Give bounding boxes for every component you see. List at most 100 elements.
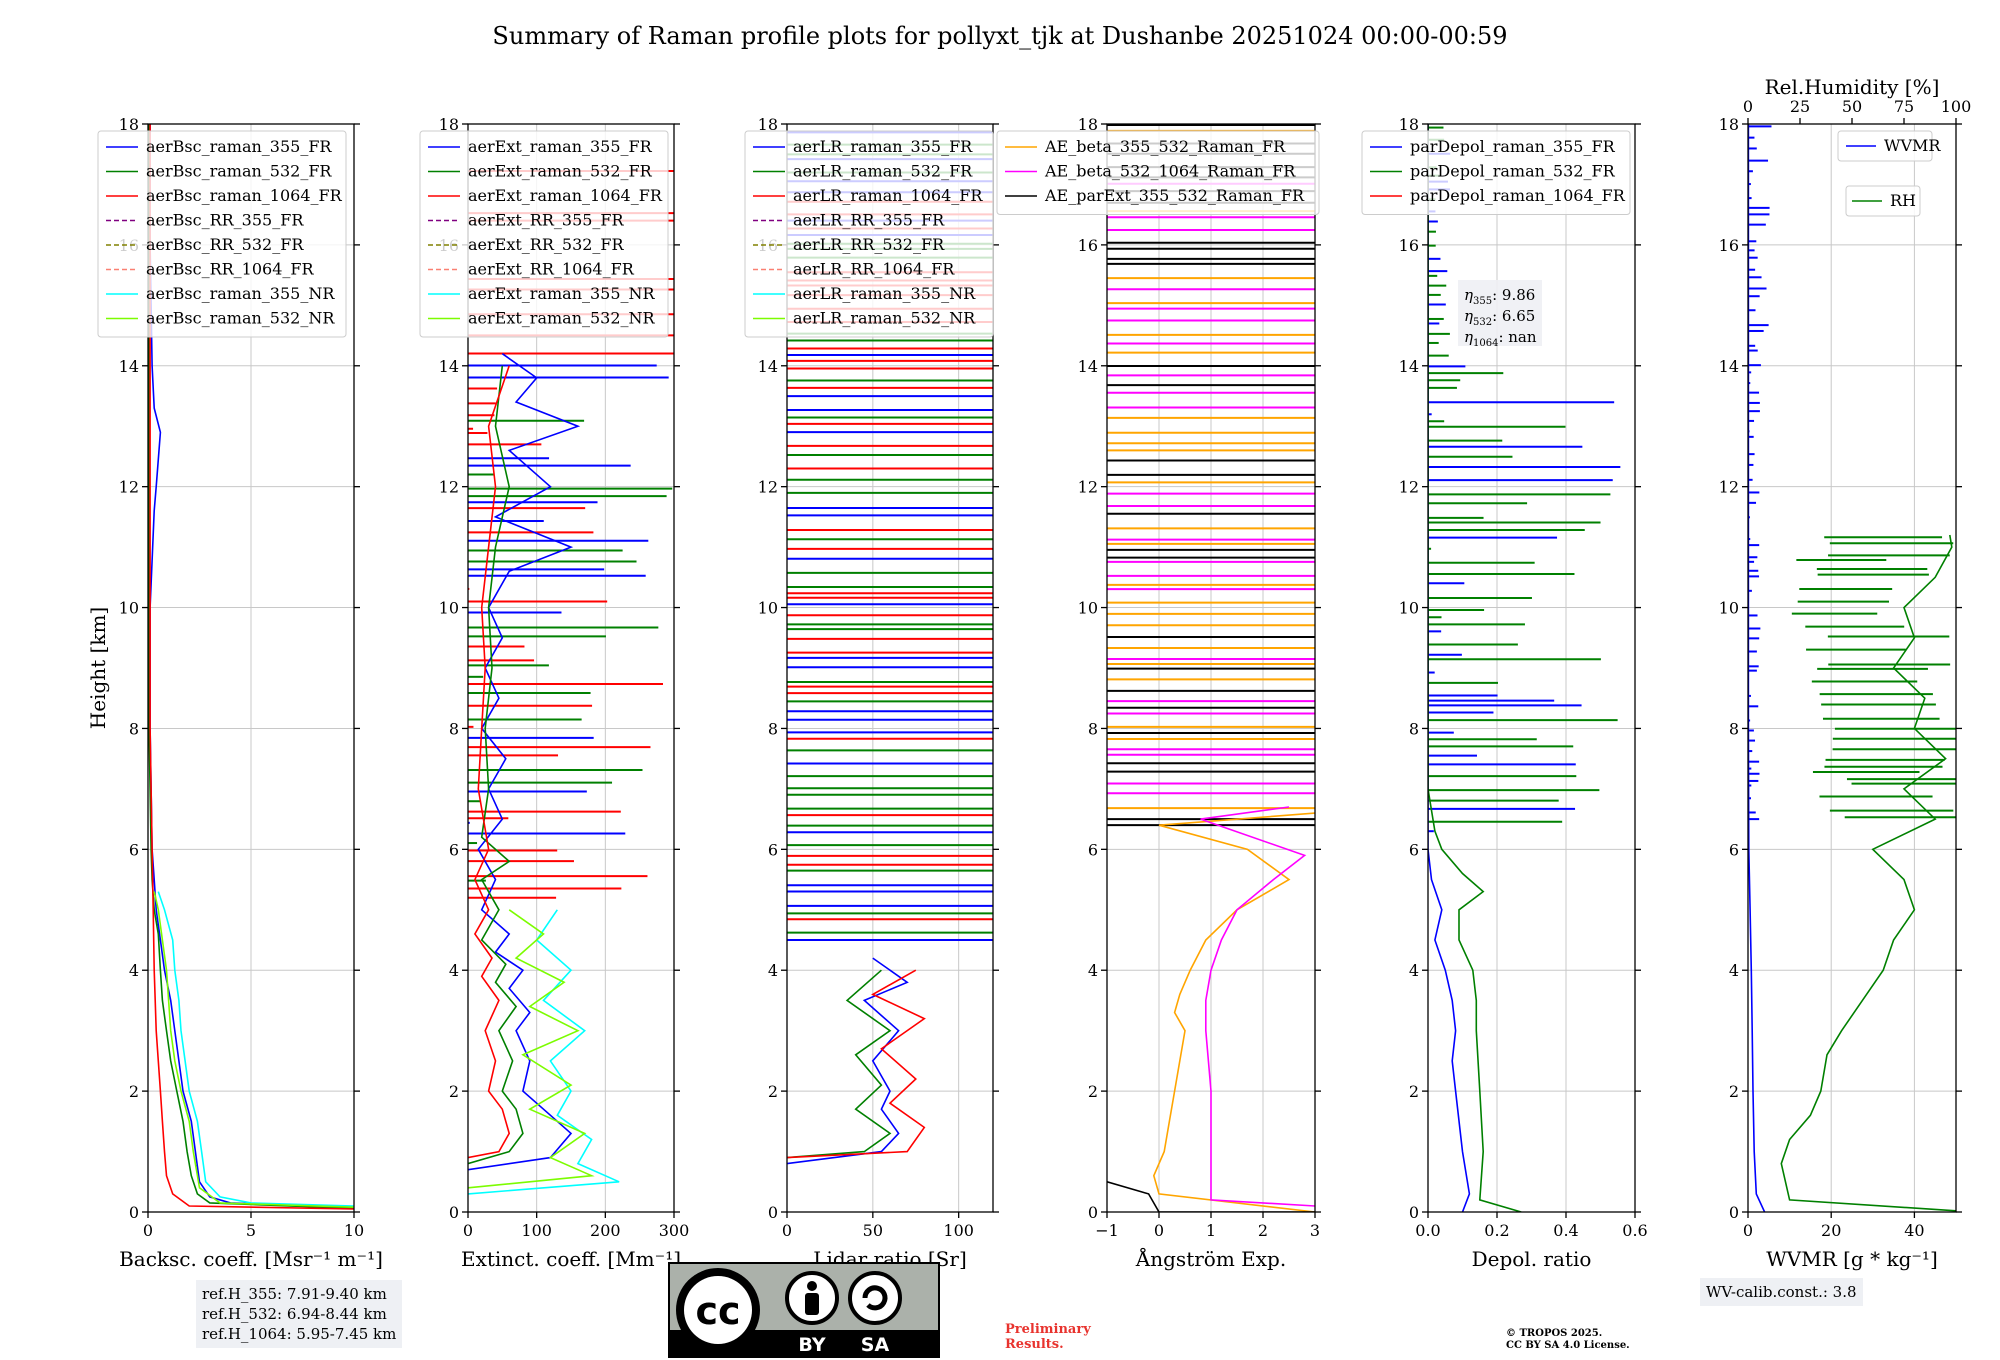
legend-label: aerLR_RR_532_FR: [793, 235, 945, 254]
x-tick-label: 300: [659, 1221, 690, 1240]
legend-label: aerBsc_raman_355_NR: [146, 284, 335, 303]
y-tick-label: 18: [439, 115, 459, 134]
y-tick-label: 0: [1409, 1203, 1419, 1222]
legend-label: aerExt_raman_355_FR: [468, 137, 653, 156]
legend-box: [1837, 130, 1933, 162]
legend-label: WVMR: [1884, 136, 1941, 155]
legend-box: [97, 130, 347, 338]
cc-logo-text: cc: [695, 1289, 740, 1333]
legend-label: aerBsc_RR_532_FR: [146, 235, 304, 254]
legend-ae: AE_beta_355_532_Raman_FR AE_beta_532_1064…: [996, 130, 1320, 215]
legend-label: aerExt_raman_532_NR: [468, 309, 656, 328]
y-tick-label: 4: [768, 961, 778, 980]
y-tick-label: 4: [129, 961, 139, 980]
y-tick-label: 8: [1409, 719, 1419, 738]
eta-label: η532: 6.65: [1464, 307, 1535, 328]
legend-label: aerExt_RR_1064_FR: [468, 260, 635, 279]
top-x-tick-label: 0: [1743, 97, 1753, 116]
panel-bsc: 0246810121416180510Backsc. coeff. [Msr⁻¹…: [86, 115, 383, 1271]
y-tick-label: 2: [449, 1082, 459, 1101]
y-tick-label: 2: [129, 1082, 139, 1101]
y-tick-label: 4: [1409, 961, 1419, 980]
legend-label: RH: [1890, 191, 1916, 210]
series-line-AE_parExt_355_532_Raman_FR: [1107, 1181, 1315, 1212]
sa-icon: [848, 1271, 902, 1325]
eta-subscript: 1064: [1473, 338, 1498, 349]
series-line-aerBsc_raman_355_NR: [157, 891, 354, 1207]
y-tick-label: 14: [1399, 357, 1419, 376]
y-tick-label: 0: [1729, 1203, 1739, 1222]
top-x-tick-label: 75: [1894, 97, 1914, 116]
x-tick-label: 0.4: [1553, 1221, 1578, 1240]
y-tick-label: 12: [439, 478, 459, 497]
legend-bsc: aerBsc_raman_355_FR aerBsc_raman_532_FRae…: [97, 130, 347, 338]
legend-label: aerExt_RR_532_FR: [468, 235, 625, 254]
preliminary-line-2: Results.: [1005, 1337, 1064, 1352]
y-tick-label: 18: [758, 115, 778, 134]
figure-title: Summary of Raman profile plots for polly…: [492, 22, 1508, 50]
x-tick-label: 100: [943, 1221, 974, 1240]
legend-label: aerLR_raman_532_FR: [793, 162, 973, 181]
eta-label: η1064: nan: [1464, 328, 1537, 349]
plot-area-lr: [787, 131, 993, 1165]
top-x-tick-label: 50: [1842, 97, 1862, 116]
plot-area-depol: [1428, 124, 1621, 1212]
plot-area-wv: [1748, 124, 1956, 1212]
y-tick-label: 0: [129, 1203, 139, 1222]
y-tick-label: 4: [1729, 961, 1739, 980]
legend-box: [1361, 130, 1631, 215]
legend-depol: parDepol_raman_355_FR parDepol_raman_532_…: [1361, 130, 1631, 215]
by-label: BY: [798, 1334, 825, 1356]
series-line-aerLR_raman_1064_FR: [787, 969, 926, 1159]
y-axis-label: Height [km]: [86, 607, 110, 729]
copyright-note: © TROPOS 2025. CC BY SA 4.0 License.: [1506, 1328, 1630, 1352]
eta-box: [1458, 280, 1542, 346]
legend-box: [1845, 185, 1921, 217]
y-tick-label: 8: [1729, 719, 1739, 738]
x-axis-label: Extinct. coeff. [Mm⁻¹]: [461, 1247, 681, 1271]
x-tick-label: 0.6: [1622, 1221, 1647, 1240]
y-tick-label: 6: [1088, 840, 1098, 859]
x-tick-label: 0: [782, 1221, 792, 1240]
plot-area-bsc: [148, 124, 354, 1210]
y-tick-label: 6: [1729, 840, 1739, 859]
axes-frame: [786, 123, 994, 1213]
legend-label: aerLR_raman_1064_FR: [793, 186, 983, 205]
x-tick-label: 0: [1743, 1221, 1753, 1240]
y-tick-label: 6: [1409, 840, 1419, 859]
y-tick-label: 0: [768, 1203, 778, 1222]
x-tick-label: 0: [1154, 1221, 1164, 1240]
y-tick-label: 8: [449, 719, 459, 738]
y-tick-label: 14: [758, 357, 778, 376]
y-tick-label: 10: [1078, 599, 1098, 618]
legend-label: aerBsc_raman_532_NR: [146, 309, 335, 328]
legend-label: aerExt_raman_355_NR: [468, 284, 656, 303]
eta-subscript: 355: [1473, 296, 1492, 307]
copyright-line-1: © TROPOS 2025.: [1506, 1328, 1603, 1339]
cc-by-sa-badge: cc BY SA: [668, 1262, 940, 1358]
legend-wv: WVMR RH: [1837, 130, 1941, 217]
x-tick-label: 2: [1258, 1221, 1268, 1240]
legend-lr: aerLR_raman_355_FR aerLR_raman_532_FR aerL…: [744, 130, 994, 338]
y-tick-label: 12: [1078, 478, 1098, 497]
y-tick-label: 6: [768, 840, 778, 859]
eta-subscript: 532: [1473, 317, 1492, 328]
y-tick-label: 14: [439, 357, 459, 376]
x-tick-label: 0: [463, 1221, 473, 1240]
x-tick-label: 0.2: [1484, 1221, 1509, 1240]
legend-label: aerExt_RR_355_FR: [468, 211, 625, 230]
y-tick-label: 16: [1399, 236, 1419, 255]
legend-box: [419, 130, 669, 338]
plot-area-ext: [468, 170, 674, 1195]
x-axis-label: Ångström Exp.: [1135, 1246, 1286, 1271]
x-tick-label: 1: [1206, 1221, 1216, 1240]
y-tick-label: 16: [1719, 236, 1739, 255]
y-tick-label: 18: [1078, 115, 1098, 134]
legend-label: aerExt_raman_532_FR: [468, 162, 653, 181]
legend-label: aerBsc_RR_355_FR: [146, 211, 304, 230]
eta-symbol: η: [1464, 328, 1473, 346]
y-tick-label: 6: [129, 840, 139, 859]
y-tick-label: 0: [1088, 1203, 1098, 1222]
